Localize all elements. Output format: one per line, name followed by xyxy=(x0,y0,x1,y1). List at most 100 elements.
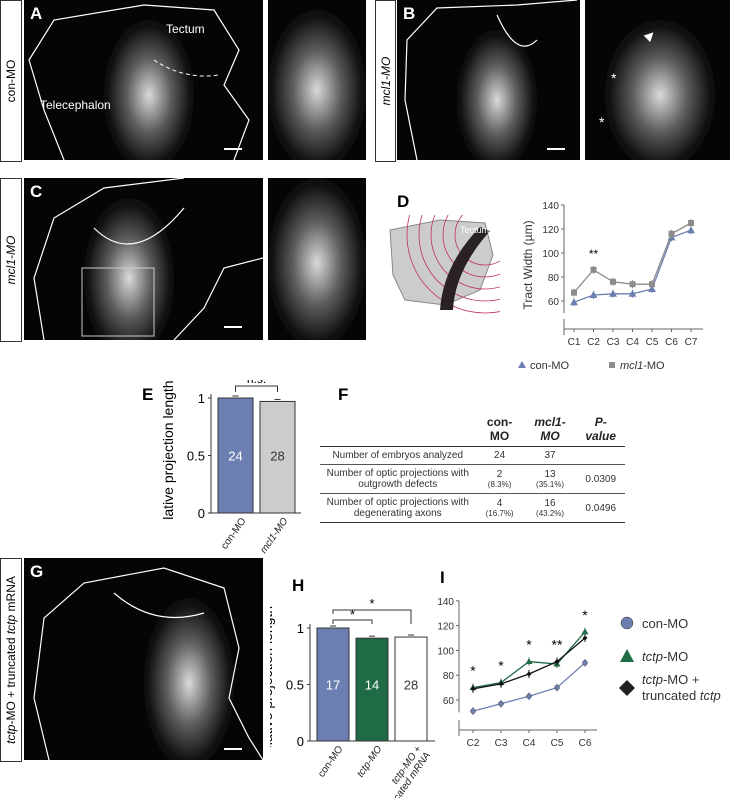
data-point xyxy=(554,684,560,691)
micrograph-g: G xyxy=(24,558,263,760)
data-point xyxy=(620,649,634,662)
condition-label: con-MO xyxy=(4,59,18,103)
x-tick-label: C6 xyxy=(665,337,678,348)
panel-label-b: B xyxy=(403,4,416,23)
asterisk-marker: * xyxy=(611,70,617,86)
y-tick-label: 100 xyxy=(437,646,454,657)
x-tick-label: con-MO xyxy=(219,516,249,552)
data-point xyxy=(582,660,588,666)
data-point xyxy=(498,681,504,687)
label-strip-b: mcl1-MO xyxy=(375,0,396,162)
data-point xyxy=(554,659,560,665)
telencephalon-label: Telecephalon xyxy=(40,98,111,112)
significance-bracket xyxy=(235,385,278,392)
significance-marker: ** xyxy=(552,637,563,653)
bar-count-label: 14 xyxy=(365,678,379,693)
header-p-value: P-value xyxy=(585,415,617,443)
tract-schematic: Tectum xyxy=(389,215,500,314)
asterisk-marker: * xyxy=(599,114,605,130)
significance-marker: * xyxy=(350,607,355,622)
y-tick-label: 0 xyxy=(198,506,205,520)
legend-tctp-mo: tctp-MO xyxy=(642,649,688,664)
data-point xyxy=(571,289,577,296)
panel-label-a: A xyxy=(30,4,43,23)
micrograph-c-overview: C xyxy=(24,178,263,340)
significance-bracket xyxy=(332,609,412,624)
tectum-label: Tectum xyxy=(166,22,205,36)
data-point xyxy=(648,285,656,292)
significance-label: n.s. xyxy=(247,380,266,386)
header-con-mo: con-MO xyxy=(486,415,513,443)
x-tick-label: C4 xyxy=(626,337,639,348)
label-strip-c: mcl1-MO xyxy=(0,178,22,342)
significance-marker: * xyxy=(498,658,504,674)
micrograph-c-zoom xyxy=(268,178,366,340)
scale-bar xyxy=(224,326,242,328)
y-axis-label: Relative projection length xyxy=(270,606,275,747)
series-2 xyxy=(470,634,588,693)
x-tick-label: C3 xyxy=(607,337,620,348)
data-point xyxy=(589,291,598,298)
series-0 xyxy=(470,658,588,716)
data-point xyxy=(619,680,635,696)
significance-bracket xyxy=(332,619,373,624)
panel-label-h: H xyxy=(292,576,305,595)
x-tick-label: C4 xyxy=(523,738,536,749)
y-tick-label: 140 xyxy=(437,597,454,608)
x-tick-label: C5 xyxy=(646,337,659,348)
legend-con-mo: con-MO xyxy=(530,360,570,372)
data-point xyxy=(470,686,476,692)
legend-mcl1-mo: mcl1-MO xyxy=(620,360,665,372)
x-tick-label: con-MO xyxy=(316,744,347,780)
condition-label: mcl1-MO xyxy=(378,56,393,106)
x-tick-label: C7 xyxy=(685,337,698,348)
data-point xyxy=(609,362,615,368)
micrograph-b-zoom: * * ▶ xyxy=(585,0,730,160)
panel-label-i: I xyxy=(440,568,445,587)
bar xyxy=(355,637,389,742)
bar xyxy=(217,397,254,514)
data-point xyxy=(525,658,533,665)
significance-marker: * xyxy=(369,596,374,611)
condition-label: mcl1-MO xyxy=(4,235,18,285)
y-axis-label: Relative projection lengths xyxy=(160,380,176,520)
header-mcl1-mo: mcl1-MO xyxy=(534,415,566,443)
scale-bar xyxy=(547,148,565,150)
chart-h: 0 0.5 1 17 14 28 Relative projection length * * xyxy=(270,596,435,747)
micrograph-b-overview: B xyxy=(397,0,580,160)
micrograph-a-overview: A Tectum Telecephalon xyxy=(24,0,263,160)
y-tick-label: 0 xyxy=(297,734,304,747)
data-point xyxy=(609,289,617,297)
x-tick-label: C2 xyxy=(467,738,480,749)
scale-bar xyxy=(224,148,242,150)
x-tick-label: C1 xyxy=(568,337,581,348)
chart-d: 60 80 100 120 140 C1 C2 C3 C4 C5 C6 C7 ** Tract Width… xyxy=(518,201,703,372)
significance-marker: * xyxy=(582,607,588,623)
significance-marker: * xyxy=(526,637,532,653)
data-point xyxy=(687,226,695,234)
data-point xyxy=(526,671,532,677)
y-tick-label: 60 xyxy=(548,297,560,308)
data-point xyxy=(581,628,589,635)
data-point xyxy=(470,708,476,714)
bar-count-label: 28 xyxy=(270,449,284,464)
x-tick-label: C6 xyxy=(579,738,592,749)
legend-con-mo: con-MO xyxy=(642,616,688,631)
data-point xyxy=(526,693,532,700)
data-point xyxy=(688,220,694,226)
x-tick-label: C5 xyxy=(551,738,564,749)
table-row: Number of embryos analyzed 24 37 xyxy=(320,447,625,465)
data-point xyxy=(610,278,616,285)
table-row: Number of optic projections with degener… xyxy=(320,494,625,523)
x-tick-label: C3 xyxy=(495,738,508,749)
table-row: Number of optic projections with outgrow… xyxy=(320,465,625,494)
data-point xyxy=(570,298,578,306)
y-tick-label: 1 xyxy=(297,621,304,636)
scale-bar xyxy=(224,748,242,750)
y-tick-label: 80 xyxy=(548,273,560,284)
y-tick-label: 100 xyxy=(542,249,559,260)
legend-truncated-line2: truncated tctp xyxy=(642,688,721,703)
y-tick-label: 60 xyxy=(443,696,455,707)
panel-label-g: G xyxy=(30,562,44,581)
